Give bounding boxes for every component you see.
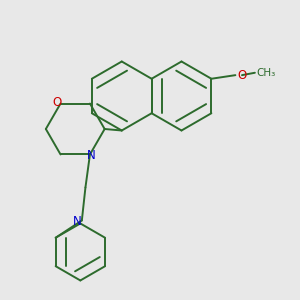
Text: N: N xyxy=(73,215,82,229)
Text: CH₃: CH₃ xyxy=(256,68,276,78)
Text: O: O xyxy=(52,96,62,109)
Text: N: N xyxy=(86,149,95,162)
Text: O: O xyxy=(237,69,246,82)
